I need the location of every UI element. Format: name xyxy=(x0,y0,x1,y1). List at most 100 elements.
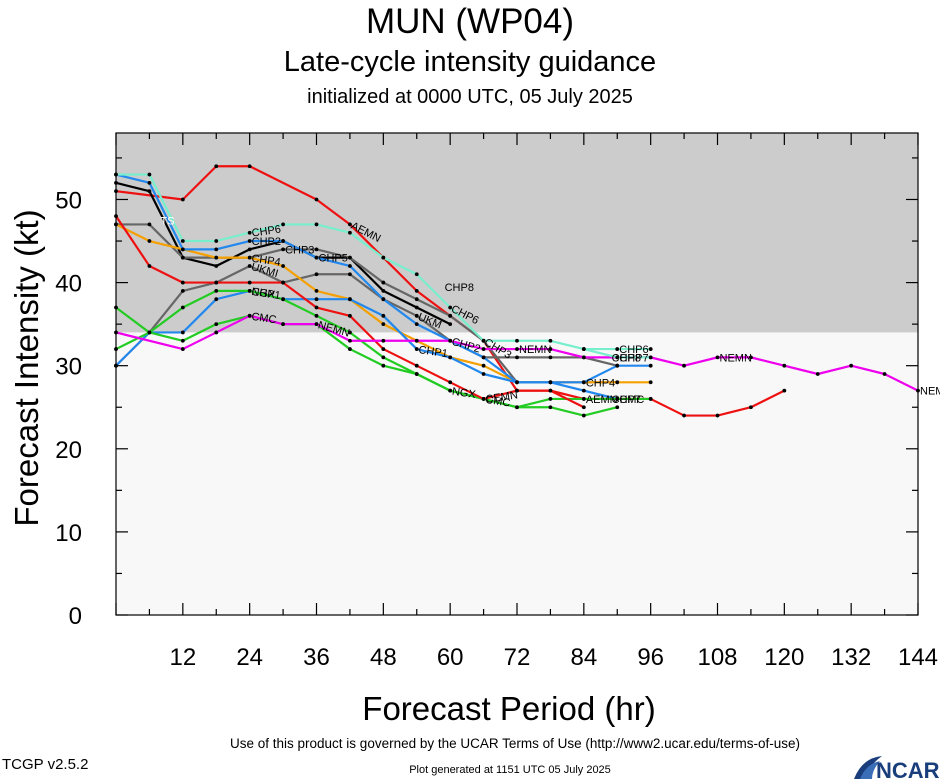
data-point-chp3 xyxy=(281,247,285,252)
data-point-cemn xyxy=(481,397,486,401)
init-time: initialized at 0000 UTC, 05 July 2025 xyxy=(307,86,633,108)
band-ts xyxy=(116,133,918,333)
series-label: CHP7 xyxy=(612,394,641,406)
data-point-cmc xyxy=(648,397,653,401)
data-point-cemn xyxy=(281,280,285,285)
data-point-cemn xyxy=(214,280,219,285)
x-tick-label: 36 xyxy=(303,644,330,671)
data-point-ngx xyxy=(548,405,553,410)
data-point-aemn xyxy=(247,164,252,169)
data-point-chp1 xyxy=(381,313,386,318)
series-label-ngx: NGX xyxy=(251,286,277,301)
y-tick-label: 50 xyxy=(55,187,82,214)
data-point-nemn xyxy=(281,322,285,327)
data-point-ngx xyxy=(615,405,620,410)
series-label-cmc: CMC xyxy=(619,394,644,406)
data-point-aemn xyxy=(314,197,319,202)
data-point-aemn xyxy=(715,413,720,418)
data-point-nemn xyxy=(448,338,453,343)
y-tick-label: 10 xyxy=(55,520,82,547)
series-label-chp4: CHP4 xyxy=(251,253,282,269)
series-line-nemn xyxy=(115,314,919,392)
data-point-chp6 xyxy=(515,338,519,343)
data-point-cemn xyxy=(147,264,152,268)
data-point-nemn xyxy=(414,338,419,343)
series-label-chp1: CHP1 xyxy=(418,344,449,360)
data-point-ngx xyxy=(581,413,586,418)
data-point-cmc xyxy=(180,338,185,343)
series-label-nemn: NEMN xyxy=(519,344,551,356)
data-point-cemn xyxy=(414,363,419,368)
data-point-chp5 xyxy=(381,288,386,293)
data-point-chp4 xyxy=(247,255,252,260)
data-point-chp3 xyxy=(314,247,319,252)
data-point-chp6 xyxy=(214,239,219,243)
band-td xyxy=(116,332,918,615)
data-point-cemn xyxy=(314,305,319,310)
data-point-chp5 xyxy=(448,322,453,327)
data-point-cemn xyxy=(515,388,519,393)
series-label-cmc: CMC xyxy=(485,394,512,410)
data-point-chp1 xyxy=(548,380,553,385)
data-point-ukm xyxy=(348,272,352,277)
data-point-chp1 xyxy=(448,355,453,360)
x-tick-label: 24 xyxy=(236,644,263,671)
data-point-cmc xyxy=(581,397,586,401)
x-tick-label: 144 xyxy=(898,644,938,671)
data-point-nemn xyxy=(782,363,787,368)
data-point-cmc xyxy=(214,322,219,327)
data-point-chp6 xyxy=(548,338,553,343)
data-point-nemn xyxy=(314,322,319,327)
data-point-chp4 xyxy=(381,322,386,327)
x-tick-label: 72 xyxy=(504,644,531,671)
data-point-chp6 xyxy=(247,230,252,235)
data-point-cemn xyxy=(448,380,453,385)
data-point-aemn xyxy=(682,413,686,418)
version-label: TCGP v2.5.2 xyxy=(2,756,89,773)
y-tick-label: 20 xyxy=(55,437,82,464)
data-point-ukm xyxy=(247,264,252,268)
data-point-cemn xyxy=(381,347,386,351)
data-point-ukm xyxy=(414,313,419,318)
data-point-chp2 xyxy=(348,264,352,268)
data-point-nemn xyxy=(515,347,519,351)
y-tick-label: 0 xyxy=(69,603,82,630)
data-point-chp6 xyxy=(147,172,152,177)
data-point-chp2 xyxy=(648,363,653,368)
data-point-chp6 xyxy=(414,272,419,277)
series-line-chp1 xyxy=(115,289,618,400)
series-label-chp6: CHP6 xyxy=(251,224,282,240)
data-point-chp1 xyxy=(180,330,185,335)
series-label-nemn: NEMN xyxy=(920,386,940,398)
data-point-cmc xyxy=(414,372,419,376)
data-point-cmc xyxy=(615,397,620,401)
data-point-chp3 xyxy=(348,255,352,260)
data-point-cmc xyxy=(448,388,453,393)
data-point-chp1 xyxy=(414,347,419,351)
data-point-chp7 xyxy=(648,355,653,360)
data-point-chp7 xyxy=(581,347,586,351)
data-point-cemn xyxy=(247,280,252,285)
series-line-ngx xyxy=(115,289,618,417)
series-label-chp3: CHP3 xyxy=(285,244,314,256)
data-point-cmc xyxy=(515,405,519,410)
y-axis-label: Forecast Intensity (kt) xyxy=(8,209,45,526)
data-point-ngx xyxy=(214,288,219,293)
data-point-aemn xyxy=(749,405,753,410)
data-point-chp2 xyxy=(281,239,285,243)
x-tick-label: 120 xyxy=(764,644,804,671)
data-point-chp4 xyxy=(147,239,152,243)
data-point-nemn xyxy=(381,338,386,343)
data-point-aemn xyxy=(782,388,787,393)
data-point-chp7 xyxy=(615,355,620,360)
data-point-ukm xyxy=(548,355,553,360)
data-point-chp1 xyxy=(481,372,486,376)
x-tick-label: 108 xyxy=(697,644,737,671)
data-point-chp6 xyxy=(481,338,486,343)
terms-of-use: Use of this product is governed by the U… xyxy=(230,736,800,751)
data-point-nemn xyxy=(815,372,820,376)
data-point-aemn xyxy=(214,164,219,169)
series-label-chp4: CHP4 xyxy=(586,377,615,389)
series-label-chp2: CHP2 xyxy=(252,236,281,248)
